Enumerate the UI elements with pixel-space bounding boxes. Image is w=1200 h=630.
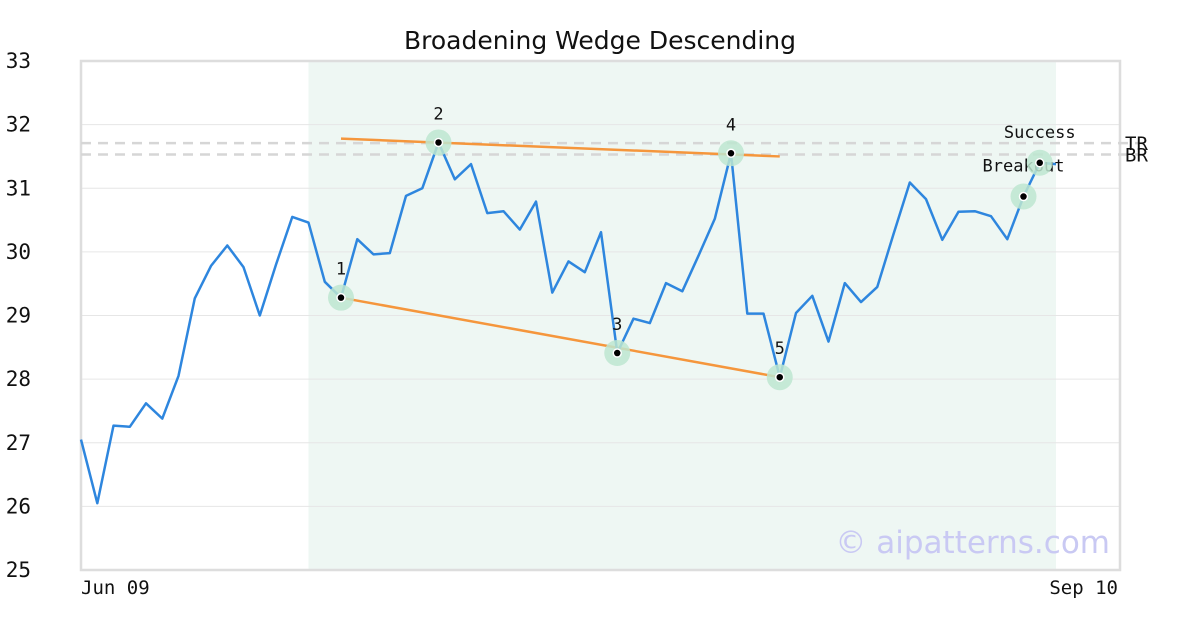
x-tick-label: Sep 10 [1049, 577, 1118, 599]
plot-frame [79, 59, 1122, 572]
x-tick-label: Jun 09 [81, 577, 150, 599]
y-tick-label: 27 [6, 431, 31, 455]
y-tick-label: 28 [6, 367, 31, 391]
trendline-lower [340, 296, 780, 379]
pattern-point-marker [336, 292, 346, 303]
pattern-point-marker [612, 348, 622, 358]
annotation-marker [1018, 191, 1029, 202]
annotation-label-success: Success [1004, 123, 1076, 143]
annotation-marker [1035, 158, 1045, 168]
pattern-point-marker [775, 372, 785, 382]
pattern-point-label: 2 [433, 104, 443, 124]
pattern-point-label: 5 [775, 339, 785, 359]
pattern-point-label: 3 [612, 315, 622, 335]
trendline-upper [340, 137, 780, 158]
pattern-point-marker [726, 148, 736, 159]
y-tick-label: 33 [6, 49, 31, 73]
price-line [79, 141, 1057, 505]
pattern-point-marker [433, 137, 444, 148]
pattern-point-label: 4 [726, 115, 736, 135]
y-tick-label: 26 [6, 494, 31, 518]
guide-label-tr: TR [1125, 133, 1148, 155]
y-tick-label: 30 [6, 240, 31, 264]
y-tick-label: 25 [6, 558, 31, 582]
pattern-point-label: 1 [336, 260, 346, 280]
y-tick-label: 32 [6, 113, 31, 137]
chart-title: Broadening Wedge Descending [404, 26, 796, 55]
y-tick-label: 31 [6, 176, 31, 200]
watermark: © aipatterns.com [835, 525, 1110, 561]
guide-label-br: BR [1125, 145, 1148, 167]
y-tick-label: 29 [6, 304, 31, 328]
